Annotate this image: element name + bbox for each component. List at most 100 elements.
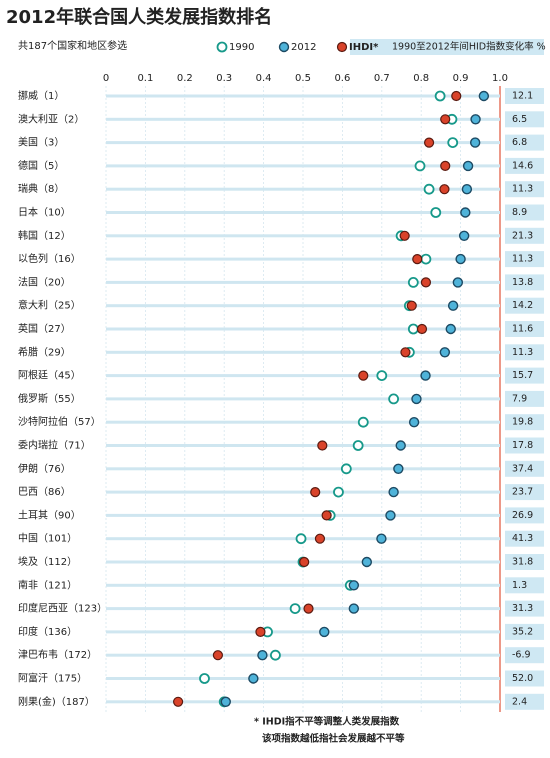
dot [455,253,466,265]
y-tick-label: 英国（27） [18,322,71,335]
dot [414,160,426,172]
change-label: 11.6 [512,324,533,335]
legend-marker [216,41,228,53]
y-tick-label: 瑞典（8） [18,182,64,195]
dot [314,533,326,544]
change-label: -6.9 [512,650,531,661]
change-box [505,321,544,337]
dot [439,347,451,358]
row-band [106,164,500,168]
dot [440,114,451,125]
dot [470,114,481,125]
legend-label: IHDI* [349,42,379,53]
x-tick-label: 0.8 [413,73,429,84]
dot [452,277,464,288]
dot [423,137,435,148]
dot [434,90,446,102]
change-box [505,437,544,454]
y-tick-label: 土耳其（90） [18,508,81,521]
change-label: 1.3 [512,580,527,591]
change-label: 23.7 [512,487,533,498]
dot [462,160,474,172]
dot [340,463,352,475]
dot [440,160,451,171]
change-label: 52.0 [512,673,533,684]
dot [199,673,210,684]
y-tick-label: 阿富汗（175） [18,672,87,685]
y-tick-label: 巴西（86） [18,486,71,498]
change-box [505,484,544,501]
row-band [106,280,500,284]
change-label: 13.8 [512,277,533,288]
change-box [505,157,544,174]
row-band [106,490,500,494]
legend-label: 1990 [229,42,254,53]
legend-marker [278,41,290,53]
change-label: 31.8 [512,557,533,568]
row-band [106,94,500,98]
dot [357,416,369,428]
dot [299,556,310,568]
x-tick-label: 0.4 [256,73,272,84]
y-tick-label: 南非（121） [18,578,77,591]
change-label: 2.4 [512,696,527,707]
dot [461,183,473,195]
change-box [505,297,544,314]
dot [439,184,450,195]
dot [445,323,456,335]
x-tick-label: 0.5 [295,73,311,84]
dot [447,300,459,311]
row-band [106,234,500,238]
change-box [505,111,544,128]
footnote: * IHDI指不平等调整人类发展指数 [254,716,400,728]
dot [173,696,184,707]
dot [406,300,417,311]
y-tick-label: 印度（136） [18,625,77,638]
legend-label: 1990至2012年间HID指数变化率 % [392,41,546,53]
y-tick-label: 澳大利亚（2） [18,112,84,125]
change-label: 14.2 [512,300,533,311]
dot [393,463,404,474]
change-label: 41.3 [512,533,533,544]
y-tick-label: 法国（20） [18,275,71,288]
y-tick-label: 津巴布韦（172） [18,649,97,661]
dot [447,137,459,149]
change-box [505,670,544,687]
dot [430,207,442,218]
dot [420,370,431,381]
x-tick-label: 0.1 [137,73,153,84]
change-box [505,390,544,407]
row-band [106,630,500,634]
change-box [505,623,544,640]
dot [399,230,410,241]
y-tick-label: 希腊（29） [18,345,71,358]
y-tick-label: 伊朗（76） [18,463,71,475]
y-tick-label: 委内瑞拉（71） [18,439,91,452]
dot [295,533,307,545]
dot [451,90,462,102]
x-tick-label: 0.6 [334,73,350,84]
change-label: 6.8 [512,137,527,148]
change-label: 6.5 [512,114,527,125]
dot [333,486,344,498]
row-band [106,141,500,145]
change-label: 11.3 [512,184,533,195]
dot [423,183,435,195]
change-box [505,274,544,291]
y-tick-label: 印度尼西亚（123） [18,602,107,615]
dot [407,323,419,335]
change-box [505,460,544,477]
dot [408,417,420,428]
dot [385,510,396,521]
row-band [106,677,500,680]
change-box [505,577,544,594]
row-band [106,444,500,447]
y-tick-label: 中国（101） [18,532,77,545]
x-tick-label: 0.3 [216,73,232,84]
change-box [505,693,544,710]
y-tick-label: 以色列（16） [18,252,81,265]
dot [478,90,490,102]
x-tick-label: 0.2 [177,73,193,84]
dot [321,510,332,521]
dot [248,673,259,684]
